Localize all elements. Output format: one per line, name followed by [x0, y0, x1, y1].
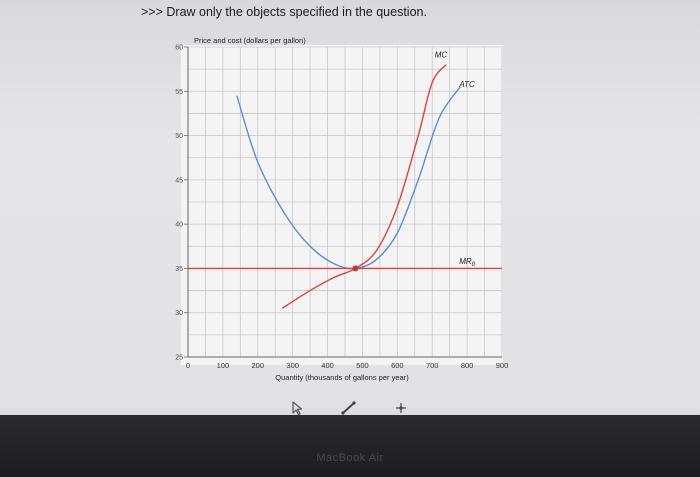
- cursor-arrow-icon: [292, 401, 303, 416]
- line-tool[interactable]: [337, 397, 361, 419]
- prompt-marker: >>>: [141, 5, 163, 19]
- x-tick-label: 100: [217, 361, 230, 370]
- laptop-bezel: [0, 415, 700, 477]
- axes: [187, 47, 502, 358]
- x-tick-label: 300: [286, 361, 299, 370]
- drawing-toolbar: [285, 397, 425, 419]
- y-tick-label: 35: [175, 266, 183, 273]
- x-tick-label: 400: [321, 361, 334, 370]
- point-tool[interactable]: [389, 397, 413, 419]
- line-draw-icon: [341, 401, 356, 415]
- device-brand: MacBook Air: [316, 452, 384, 464]
- y-tick-label: 45: [175, 177, 183, 184]
- x-tick-label: 900: [496, 361, 509, 370]
- x-tick-label: 200: [252, 361, 265, 370]
- instruction-text: Draw only the objects specified in the q…: [166, 5, 427, 19]
- grid-lines: [188, 46, 503, 357]
- y-axis-label: Price and cost (dollars per gallon): [194, 36, 306, 45]
- curve-labels: MC ATC MR0: [435, 51, 476, 268]
- x-axis-label: Quantity (thousands of gallons per year): [275, 373, 409, 382]
- question-instruction: >>> Draw only the objects specified in t…: [141, 5, 427, 19]
- x-tick-label: 700: [426, 361, 439, 370]
- curve-label-mr0: MR0: [459, 257, 475, 268]
- y-tick-label: 40: [175, 222, 183, 229]
- x-tick-label: 500: [356, 361, 369, 370]
- intersection-point[interactable]: [352, 265, 359, 272]
- x-tick-label: 0: [186, 361, 190, 370]
- y-tick-label: 25: [175, 355, 183, 362]
- series-mc-curve[interactable]: [281, 64, 447, 309]
- curve-label-mc: MC: [435, 51, 448, 60]
- markers[interactable]: [352, 265, 359, 272]
- y-tick-label: 30: [175, 310, 183, 317]
- y-tick-label: 50: [175, 133, 183, 140]
- point-plus-icon: [396, 403, 406, 413]
- y-tick-label: 55: [175, 89, 183, 96]
- y-tick-label: 60: [175, 45, 183, 52]
- x-tick-label: 800: [461, 361, 474, 370]
- y-tick-labels: 25 30 35 40 45 50 55 60: [175, 45, 188, 362]
- select-tool[interactable]: [285, 397, 309, 419]
- x-tick-label: 600: [391, 361, 404, 370]
- x-tick-labels: 0 100 200 300 400 500 600 700 800 900: [186, 361, 508, 370]
- curve-label-atc: ATC: [458, 80, 475, 89]
